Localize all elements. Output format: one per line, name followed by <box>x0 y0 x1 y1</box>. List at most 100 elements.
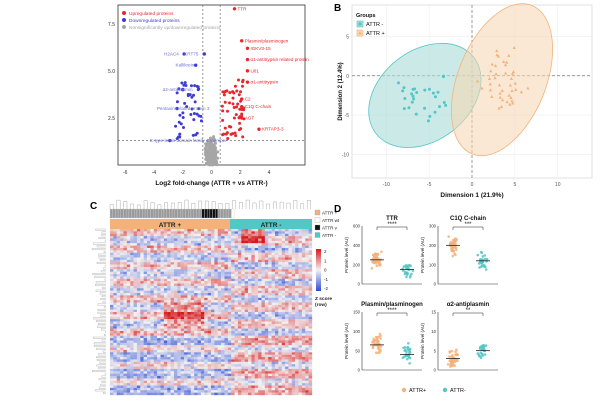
heatmap-cell <box>201 357 205 360</box>
heatmap-cell <box>194 345 198 348</box>
heatmap-cell <box>140 386 144 389</box>
heatmap-cell <box>201 352 205 355</box>
heatmap-column-dendrogram <box>246 200 249 209</box>
volcano-label-down: KRT75 <box>184 51 199 56</box>
heatmap-cell <box>218 317 222 320</box>
heatmap-cell <box>150 234 154 237</box>
volcano-legend-swatch <box>122 25 126 29</box>
heatmap-cell <box>113 333 117 336</box>
heatmap-cell <box>309 253 313 256</box>
heatmap-cell <box>161 303 165 306</box>
heatmap-cell <box>241 352 245 355</box>
heatmap-cell <box>134 312 138 315</box>
heatmap-cell <box>285 362 289 365</box>
heatmap-cell <box>181 229 185 232</box>
heatmap-column-dendrogram <box>280 202 283 209</box>
heatmap-cell <box>309 236 313 239</box>
heatmap-cell <box>117 390 121 393</box>
heatmap-cell <box>110 355 114 358</box>
heatmap-cell <box>208 357 212 360</box>
heatmap-subgroup-cell <box>221 209 224 218</box>
heatmap-cell <box>154 390 158 393</box>
heatmap-cell <box>177 343 181 346</box>
heatmap-subgroup-cell <box>232 209 235 218</box>
heatmap-cell <box>245 312 249 315</box>
heatmap-cell <box>177 383 181 386</box>
heatmap-cell <box>309 329 313 332</box>
heatmap-cell <box>130 359 134 362</box>
heatmap-cell <box>110 274 114 277</box>
heatmap-cell <box>144 312 148 315</box>
pca-point-attr-neg <box>403 97 406 100</box>
heatmap-cell <box>224 359 228 362</box>
volcano-label-up: Plasmin/plasminogen <box>245 38 289 43</box>
heatmap-cell <box>235 229 239 232</box>
heatmap-cell <box>194 329 198 332</box>
heatmap-cell <box>161 257 165 260</box>
pca-point-attr-neg <box>423 89 426 92</box>
heatmap-cell <box>258 367 262 370</box>
heatmap-cell <box>214 317 218 320</box>
heatmap-cell <box>150 340 154 343</box>
heatmap-cell <box>309 390 313 393</box>
heatmap-cell <box>110 338 114 341</box>
heatmap-cell <box>265 310 269 313</box>
heatmap-cell <box>265 348 269 351</box>
heatmap-cell <box>224 250 228 253</box>
heatmap-cell <box>157 324 161 327</box>
heatmap-cell <box>275 305 279 308</box>
heatmap-cell <box>181 279 185 282</box>
heatmap-cell <box>258 298 262 301</box>
heatmap-cell <box>241 269 245 272</box>
heatmap-cell <box>288 386 292 389</box>
volcano-point-up <box>231 102 234 105</box>
heatmap-cell <box>211 310 215 313</box>
heatmap-cell <box>161 331 165 334</box>
volcano-point-up <box>233 116 236 119</box>
heatmap-cell <box>302 348 306 351</box>
heatmap-cell <box>282 350 286 353</box>
heatmap-cell <box>278 355 282 358</box>
heatmap-cell <box>154 276 158 279</box>
heatmap-cell <box>194 374 198 377</box>
heatmap-cell <box>285 288 289 291</box>
heatmap-cell <box>150 388 154 391</box>
heatmap-cell <box>208 300 212 303</box>
heatmap-cell <box>167 345 171 348</box>
heatmap-cell <box>120 312 124 315</box>
heatmap-cell <box>137 265 141 268</box>
heatmap-cell <box>302 288 306 291</box>
heatmap-cell <box>262 357 266 360</box>
heatmap-cell <box>211 381 215 384</box>
heatmap-cell <box>309 288 313 291</box>
dot-point-attr-pos <box>449 242 452 245</box>
heatmap-cell <box>275 238 279 241</box>
heatmap-cell <box>191 374 195 377</box>
heatmap-cell <box>228 333 232 336</box>
heatmap-cell <box>171 281 175 284</box>
heatmap-cell <box>245 374 249 377</box>
heatmap-cell <box>235 350 239 353</box>
pca-point-attr-neg <box>412 95 415 98</box>
heatmap-cell <box>184 326 188 329</box>
heatmap-cell <box>110 326 114 329</box>
heatmap-cell <box>299 345 303 348</box>
heatmap-cell <box>177 250 181 253</box>
heatmap-cell <box>167 312 171 315</box>
heatmap-cell <box>288 260 292 263</box>
volcano-point-ns <box>213 148 216 151</box>
heatmap-cell <box>130 286 134 289</box>
heatmap-cell <box>167 286 171 289</box>
heatmap-cell <box>110 369 114 372</box>
heatmap-cell <box>140 314 144 317</box>
heatmap-cell <box>265 305 269 308</box>
heatmap-cell <box>228 386 232 389</box>
volcano-point-ns <box>204 152 207 155</box>
heatmap-cell <box>187 307 191 310</box>
heatmap-cell <box>268 272 272 275</box>
heatmap-cell <box>198 262 202 265</box>
heatmap-cell <box>144 246 148 249</box>
heatmap-cell <box>235 317 239 320</box>
heatmap-cell <box>302 305 306 308</box>
heatmap-cell <box>171 279 175 282</box>
